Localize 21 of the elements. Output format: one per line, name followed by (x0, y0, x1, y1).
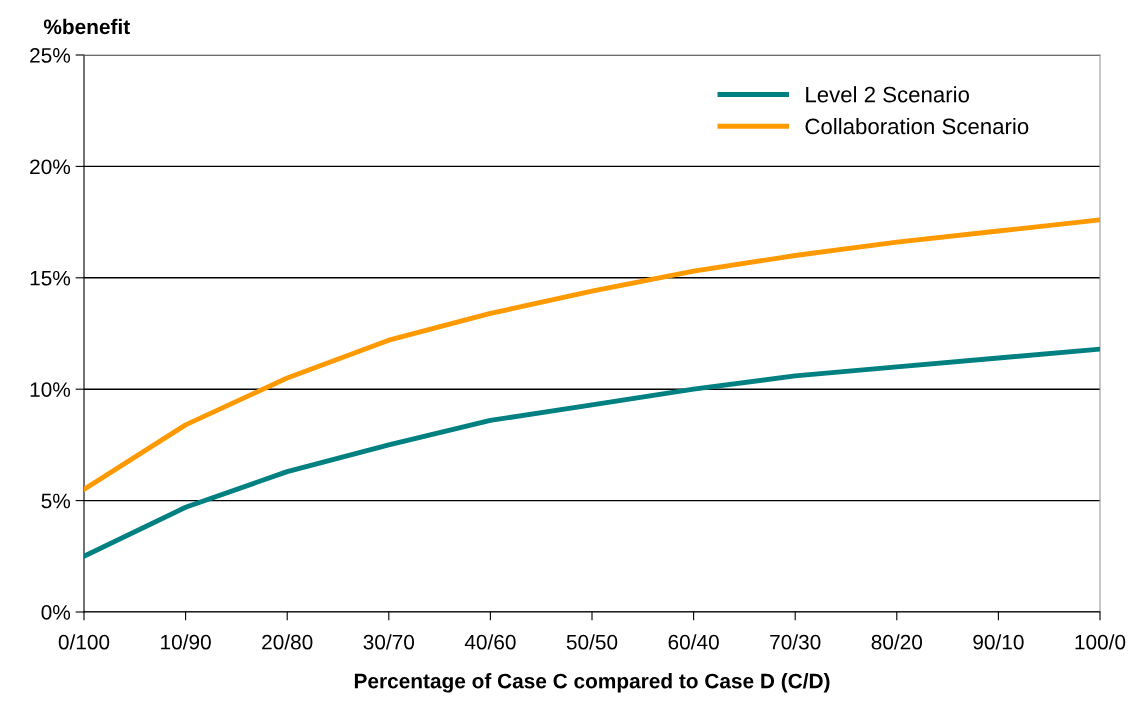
y-tick-label: 20% (30, 159, 71, 175)
x-tick-label: 100/0 (1075, 634, 1126, 650)
y-tick-label: 10% (30, 382, 71, 397)
x-tick-label: 40/60 (464, 634, 516, 650)
x-tick-label: 60/40 (668, 634, 719, 650)
x-tick-label: 80/20 (871, 634, 923, 650)
x-tick-label: 0/100 (58, 634, 110, 650)
x-tick-label: 30/70 (363, 634, 415, 650)
y-tick-label: 0% (41, 605, 71, 620)
y-tick-label: 25% (30, 48, 71, 63)
y-tick-label: 5% (41, 493, 71, 509)
y-tick-label: 15% (30, 270, 71, 286)
legend-label: Level 2 Scenario (806, 86, 969, 103)
x-tick-label: 50/50 (566, 634, 618, 650)
x-tick-label: 70/30 (770, 634, 821, 650)
y-axis-title: %benefit (43, 18, 130, 35)
x-tick-label: 20/80 (262, 634, 313, 650)
legend-label: Collaboration Scenario (805, 117, 1029, 135)
x-tick-label: 10/90 (161, 634, 211, 650)
x-tick-label: 90/10 (973, 634, 1024, 650)
x-axis-title: Percentage of Case C compared to Case D (C/D) (354, 673, 830, 693)
